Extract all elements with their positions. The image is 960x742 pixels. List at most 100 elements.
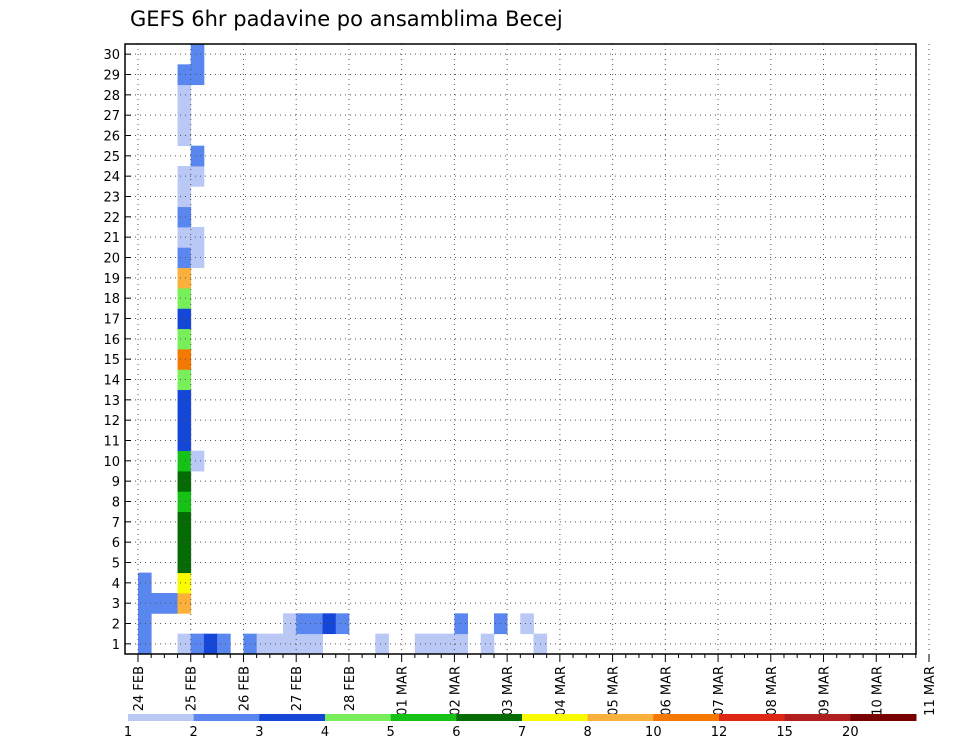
precip-cell (335, 613, 350, 635)
x-tick-label: 26 FEB (237, 666, 252, 711)
x-tick-label: 09 MAR (818, 666, 833, 716)
colorbar-label: 20 (842, 725, 859, 740)
precip-cell (164, 593, 178, 614)
precip-cell (177, 186, 192, 208)
precip-cell (190, 166, 205, 187)
precip-cell (190, 145, 205, 167)
precip-cell (190, 64, 205, 86)
x-tick-label: 01 MAR (396, 666, 411, 716)
precip-cell (177, 511, 192, 533)
x-tick-label: 08 MAR (765, 666, 780, 716)
y-tick-label: 7 (112, 516, 120, 531)
colorbar-label: 6 (452, 725, 460, 740)
precip-cell (375, 633, 389, 655)
precip-cell (190, 247, 205, 269)
precip-cell (177, 288, 192, 309)
y-tick-label: 1 (112, 638, 120, 653)
colorbar-swatch (522, 714, 589, 721)
colorbar-label: 4 (321, 725, 329, 740)
colorbar-label: 15 (776, 725, 793, 740)
precip-cell (283, 613, 297, 635)
precip-cell (296, 633, 310, 655)
colorbar: 1 2 3 4 5 6 7 8 10 12 15 20 (124, 714, 917, 740)
precip-cell (138, 572, 152, 594)
y-tick-label: 28 (103, 89, 120, 104)
precip-cell (309, 633, 323, 655)
colorbar-swatch (128, 714, 195, 721)
x-tick-label: 24 FEB (132, 666, 147, 711)
y-tick-label: 23 (103, 191, 120, 206)
gridlines (125, 44, 930, 654)
precip-cell (480, 633, 495, 655)
y-tick-label: 22 (103, 211, 120, 226)
y-tick-label: 13 (103, 394, 120, 409)
y-tick-label: 15 (103, 353, 120, 368)
x-tick-label: 02 MAR (448, 666, 463, 716)
precip-cell (177, 572, 192, 594)
y-tick-label: 26 (103, 130, 120, 145)
precip-cell (296, 613, 310, 635)
precip-cell (177, 308, 192, 330)
x-tick-label: 27 FEB (290, 666, 305, 711)
precip-cell (177, 430, 192, 452)
precip-cell (177, 471, 192, 492)
y-tick-label: 9 (112, 475, 120, 490)
x-tick-label: 07 MAR (712, 666, 727, 716)
colorbar-label: 1 (124, 725, 132, 740)
precip-cell (190, 44, 205, 65)
y-tick-label: 10 (103, 455, 120, 470)
precip-cell (138, 633, 152, 655)
colorbar-label: 3 (255, 725, 263, 740)
precip-cell (177, 84, 192, 106)
precip-cell (177, 450, 192, 472)
colorbar-swatch (719, 714, 786, 721)
precip-cell (177, 532, 192, 553)
precip-cell (322, 613, 337, 635)
colorbar-swatch (193, 714, 260, 721)
x-tick-label: 28 FEB (343, 666, 358, 711)
precip-cell (177, 593, 192, 614)
precip-cell (177, 552, 192, 574)
y-tick-label: 18 (103, 292, 120, 307)
colorbar-label: 10 (645, 725, 662, 740)
cells-layer (138, 44, 548, 655)
precip-cell (177, 389, 192, 411)
y-tick-label: 17 (103, 313, 120, 328)
y-tick-label: 19 (103, 272, 120, 287)
y-tick-label: 27 (103, 109, 120, 124)
colorbar-label: 2 (190, 725, 198, 740)
precip-cell (190, 633, 205, 655)
precip-cell (177, 267, 192, 289)
y-tick-label: 21 (103, 231, 120, 246)
colorbar-label: 5 (387, 725, 395, 740)
colorbar-swatch (259, 714, 326, 721)
y-tick-label: 25 (103, 150, 120, 165)
precip-cell (190, 450, 205, 472)
y-tick-label: 29 (103, 69, 120, 84)
precip-cell (177, 105, 192, 126)
precip-cell (190, 227, 205, 248)
precip-cell (520, 613, 534, 635)
y-tick-label: 8 (112, 496, 120, 511)
y-tick-label: 4 (112, 577, 120, 592)
precip-cell (177, 206, 192, 228)
precip-cell (177, 247, 192, 269)
precip-cell (177, 369, 192, 391)
precip-cell (138, 593, 152, 614)
colorbar-swatch (850, 714, 917, 721)
y-tick-label: 3 (112, 597, 120, 612)
precip-cell (177, 410, 192, 431)
precip-cell (177, 166, 192, 187)
precip-cell (283, 633, 297, 655)
x-tick-label: 04 MAR (554, 666, 569, 716)
precip-cell (177, 227, 192, 248)
colorbar-swatch (587, 714, 654, 721)
y-tick-label: 2 (112, 618, 120, 633)
precip-cell (441, 633, 455, 655)
x-tick-label: 05 MAR (607, 666, 622, 716)
y-tick-label: 11 (103, 435, 120, 450)
colorbar-label: 8 (584, 725, 592, 740)
precip-cell (217, 633, 231, 655)
y-tick-label: 12 (103, 414, 120, 429)
precip-cell (177, 491, 192, 513)
